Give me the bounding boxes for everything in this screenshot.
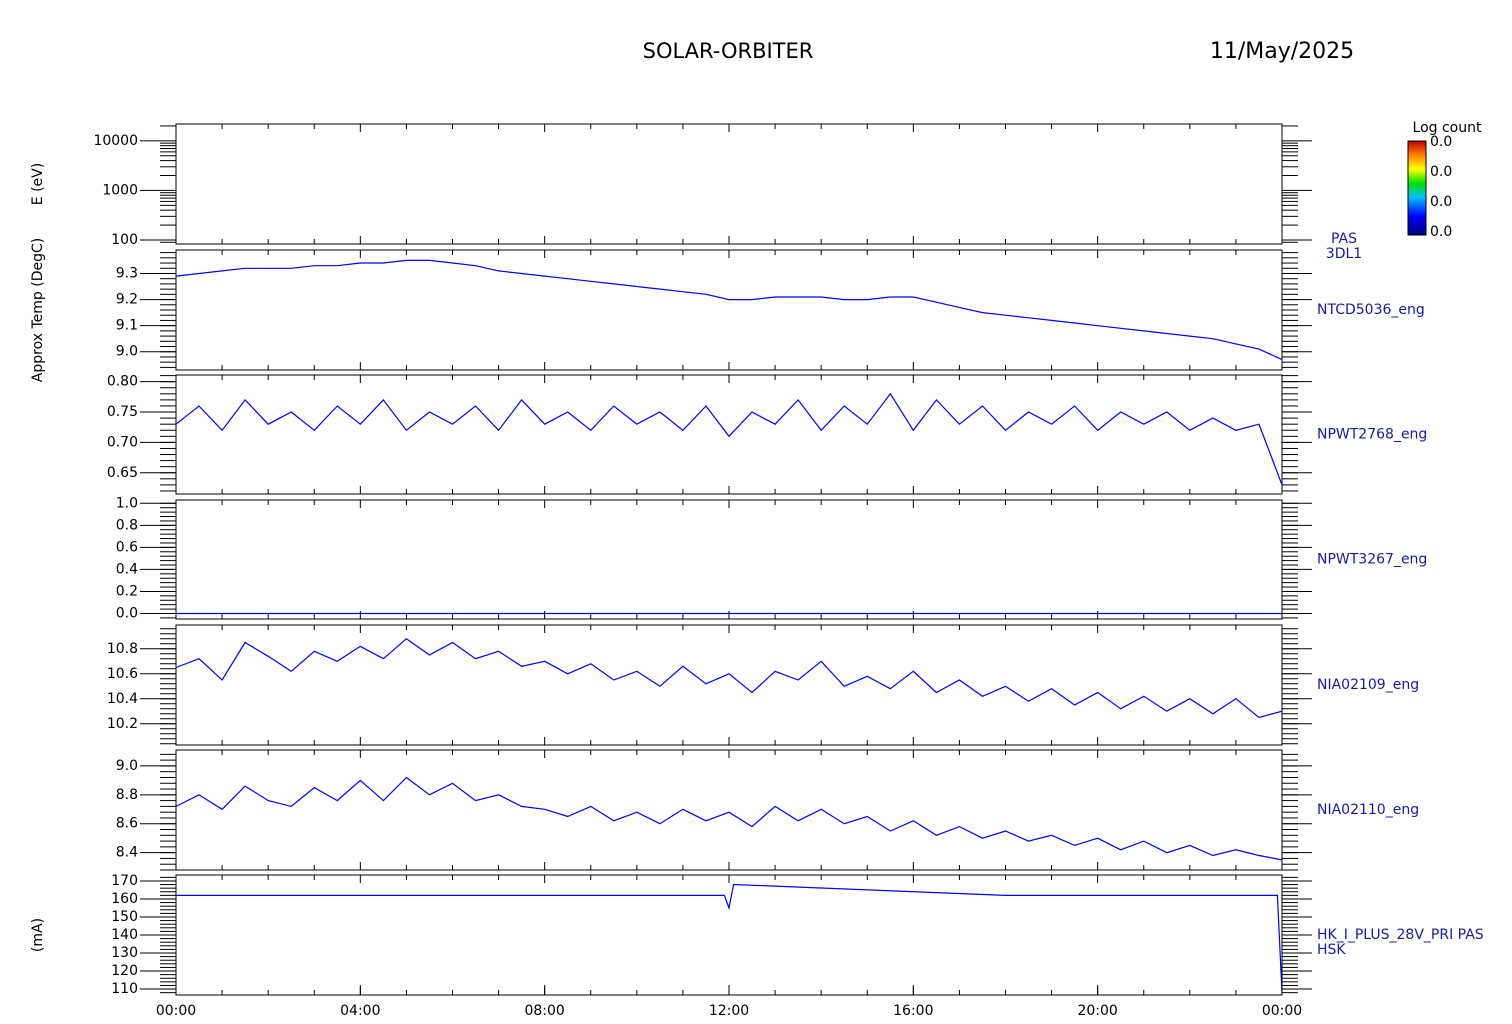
- colorbar-tick: 0.0: [1430, 134, 1452, 150]
- y-tick-label: 100: [111, 232, 138, 248]
- panel-frame: [175, 624, 1283, 746]
- y-tick-label: 0.6: [116, 539, 138, 555]
- panel-label: NIA02109_eng: [1317, 677, 1419, 693]
- y-tick-label: 9.0: [116, 758, 138, 774]
- colorbar-tick: 0.0: [1430, 224, 1452, 240]
- y-tick-label: 0.65: [107, 465, 138, 481]
- panel-frame: [175, 874, 1283, 996]
- y-axis-label: (mA): [30, 918, 46, 952]
- panel-label: HK_I_PLUS_28V_PRI PAS: [1317, 927, 1484, 943]
- y-tick-label: 130: [111, 945, 138, 961]
- y-tick-label: 9.3: [116, 265, 138, 281]
- y-axis-label: E (eV): [30, 163, 46, 205]
- y-tick-label: 8.8: [116, 787, 138, 803]
- date: 11/May/2025: [1210, 39, 1354, 64]
- y-tick-label: 10.8: [107, 641, 138, 657]
- data-line: [175, 259, 1283, 361]
- panel-label: 3DL1: [1326, 246, 1362, 262]
- y-tick-label: 0.70: [107, 434, 138, 450]
- x-tick-label: 12:00: [709, 1003, 749, 1019]
- panel-label: NTCD5036_eng: [1317, 302, 1425, 318]
- y-tick-label: 0.2: [116, 583, 138, 599]
- y-tick-label: 8.4: [116, 845, 138, 861]
- panel-frame: [175, 749, 1283, 871]
- y-tick-label: 9.0: [116, 344, 138, 360]
- y-tick-label: 1000: [102, 182, 138, 198]
- panel-label: NPWT2768_eng: [1317, 427, 1427, 443]
- y-tick-label: 9.2: [116, 292, 138, 308]
- data-line: [176, 883, 1283, 993]
- panel-label: PAS: [1331, 231, 1357, 247]
- x-tick-label: 16:00: [893, 1003, 933, 1019]
- y-tick-label: 10000: [93, 133, 138, 149]
- x-tick-label: 08:00: [524, 1003, 564, 1019]
- panel-label: NPWT3267_eng: [1317, 552, 1427, 568]
- y-tick-label: 0.4: [116, 561, 138, 577]
- x-tick-label: 04:00: [340, 1003, 380, 1019]
- y-tick-label: 110: [111, 981, 138, 997]
- y-tick-label: 10.2: [107, 716, 138, 732]
- y-axis-label: Approx Temp (DegC): [30, 238, 46, 382]
- panel-label: HSK: [1317, 942, 1346, 958]
- panel-frame: [175, 123, 1283, 245]
- y-tick-label: 140: [111, 927, 138, 943]
- y-tick-label: 0.8: [116, 517, 138, 533]
- y-tick-label: 8.6: [116, 816, 138, 832]
- panel-frame: [175, 499, 1283, 620]
- colorbar: [1407, 140, 1427, 236]
- x-tick-label: 00:00: [156, 1003, 196, 1019]
- data-line: [175, 776, 1283, 861]
- data-line: [175, 637, 1283, 719]
- y-tick-label: 10.4: [107, 691, 138, 707]
- panel-label: NIA02110_eng: [1317, 802, 1419, 818]
- x-tick-label: 20:00: [1077, 1003, 1117, 1019]
- y-tick-label: 0.0: [116, 605, 138, 621]
- y-tick-label: 10.6: [107, 666, 138, 682]
- x-tick-label: 00:00: [1262, 1003, 1302, 1019]
- colorbar-tick: 0.0: [1430, 194, 1452, 210]
- y-tick-label: 0.80: [107, 374, 138, 390]
- y-tick-label: 160: [111, 891, 138, 907]
- colorbar-tick: 0.0: [1430, 164, 1452, 180]
- colorbar-label: Log count: [1413, 120, 1482, 136]
- panel-frame: [175, 374, 1283, 495]
- panel-frame: [175, 249, 1283, 371]
- y-tick-label: 170: [111, 873, 138, 889]
- y-tick-label: 9.1: [116, 318, 138, 334]
- y-tick-label: 120: [111, 963, 138, 979]
- data-line: [175, 392, 1283, 486]
- y-tick-label: 1.0: [116, 495, 138, 511]
- y-tick-label: 150: [111, 909, 138, 925]
- title: SOLAR-ORBITER: [643, 39, 814, 63]
- y-tick-label: 0.75: [107, 404, 138, 420]
